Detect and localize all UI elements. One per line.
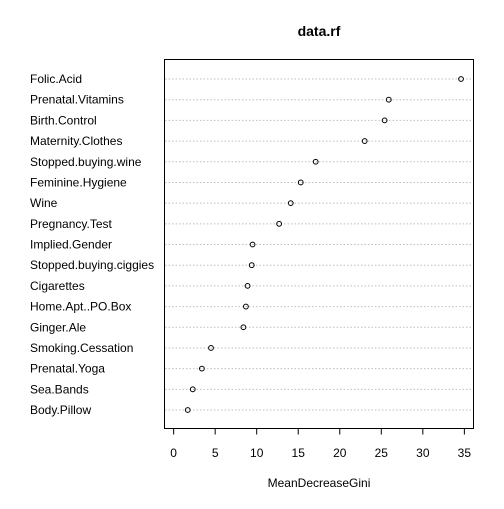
x-tick-label: 25	[375, 446, 389, 460]
data-point	[385, 96, 392, 103]
data-point	[249, 241, 256, 248]
data-point	[189, 386, 196, 393]
category-label: Prenatal.Vitamins	[30, 93, 124, 107]
chart-title: data.rf	[298, 23, 341, 39]
category-labels: Folic.Acid Prenatal.Vitamins Birth.Control…	[30, 72, 154, 417]
data-point	[458, 76, 464, 82]
x-tick-label: 35	[458, 446, 472, 460]
data-points	[184, 76, 464, 413]
category-label: Body.Pillow	[30, 403, 91, 417]
category-label: Sea.Bands	[30, 382, 89, 396]
x-tick-label: 30	[416, 446, 430, 460]
category-label: Pregnancy.Test	[30, 217, 112, 231]
x-tick-label: 0	[170, 446, 177, 460]
x-tick-label: 20	[333, 446, 347, 460]
x-axis: 0 5 10 15 20 25 30 35	[170, 428, 472, 460]
data-point	[243, 303, 249, 310]
data-point	[381, 117, 388, 124]
category-label: Cigarettes	[30, 279, 85, 293]
x-axis-label: MeanDecreaseGini	[268, 476, 371, 490]
data-point	[287, 200, 294, 207]
x-tick-label: 15	[292, 446, 306, 460]
data-point	[312, 158, 319, 165]
category-label: Wine	[30, 196, 58, 210]
category-label: Prenatal.Yoga	[30, 362, 105, 376]
data-point	[240, 324, 247, 331]
x-tick-label: 5	[212, 446, 219, 460]
category-label: Implied.Gender	[30, 238, 112, 252]
data-point	[198, 365, 205, 372]
category-label: Stopped.buying.ciggies	[30, 258, 154, 272]
data-point	[297, 179, 304, 186]
data-point	[248, 262, 255, 269]
category-label: Maternity.Clothes	[30, 134, 122, 148]
category-label: Stopped.buying.wine	[30, 155, 142, 169]
grid-lines	[165, 78, 473, 411]
category-label: Smoking.Cessation	[30, 341, 133, 355]
category-label: Folic.Acid	[30, 72, 82, 86]
data-point	[208, 345, 214, 351]
category-label: Feminine.Hygiene	[30, 175, 127, 189]
data-point	[361, 138, 368, 144]
category-label: Ginger.Ale	[30, 320, 86, 334]
category-label: Birth.Control	[30, 113, 97, 127]
data-point	[276, 220, 283, 227]
data-point	[184, 407, 191, 413]
x-tick-label: 10	[250, 446, 264, 460]
data-point	[244, 282, 251, 289]
category-label: Home.Apt..PO.Box	[30, 300, 131, 314]
